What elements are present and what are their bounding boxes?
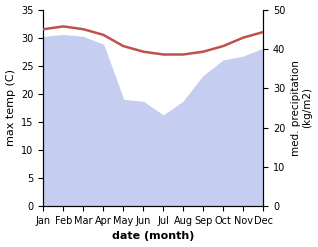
- X-axis label: date (month): date (month): [112, 231, 194, 242]
- Y-axis label: med. precipitation
(kg/m2): med. precipitation (kg/m2): [291, 60, 313, 156]
- Y-axis label: max temp (C): max temp (C): [5, 69, 16, 146]
